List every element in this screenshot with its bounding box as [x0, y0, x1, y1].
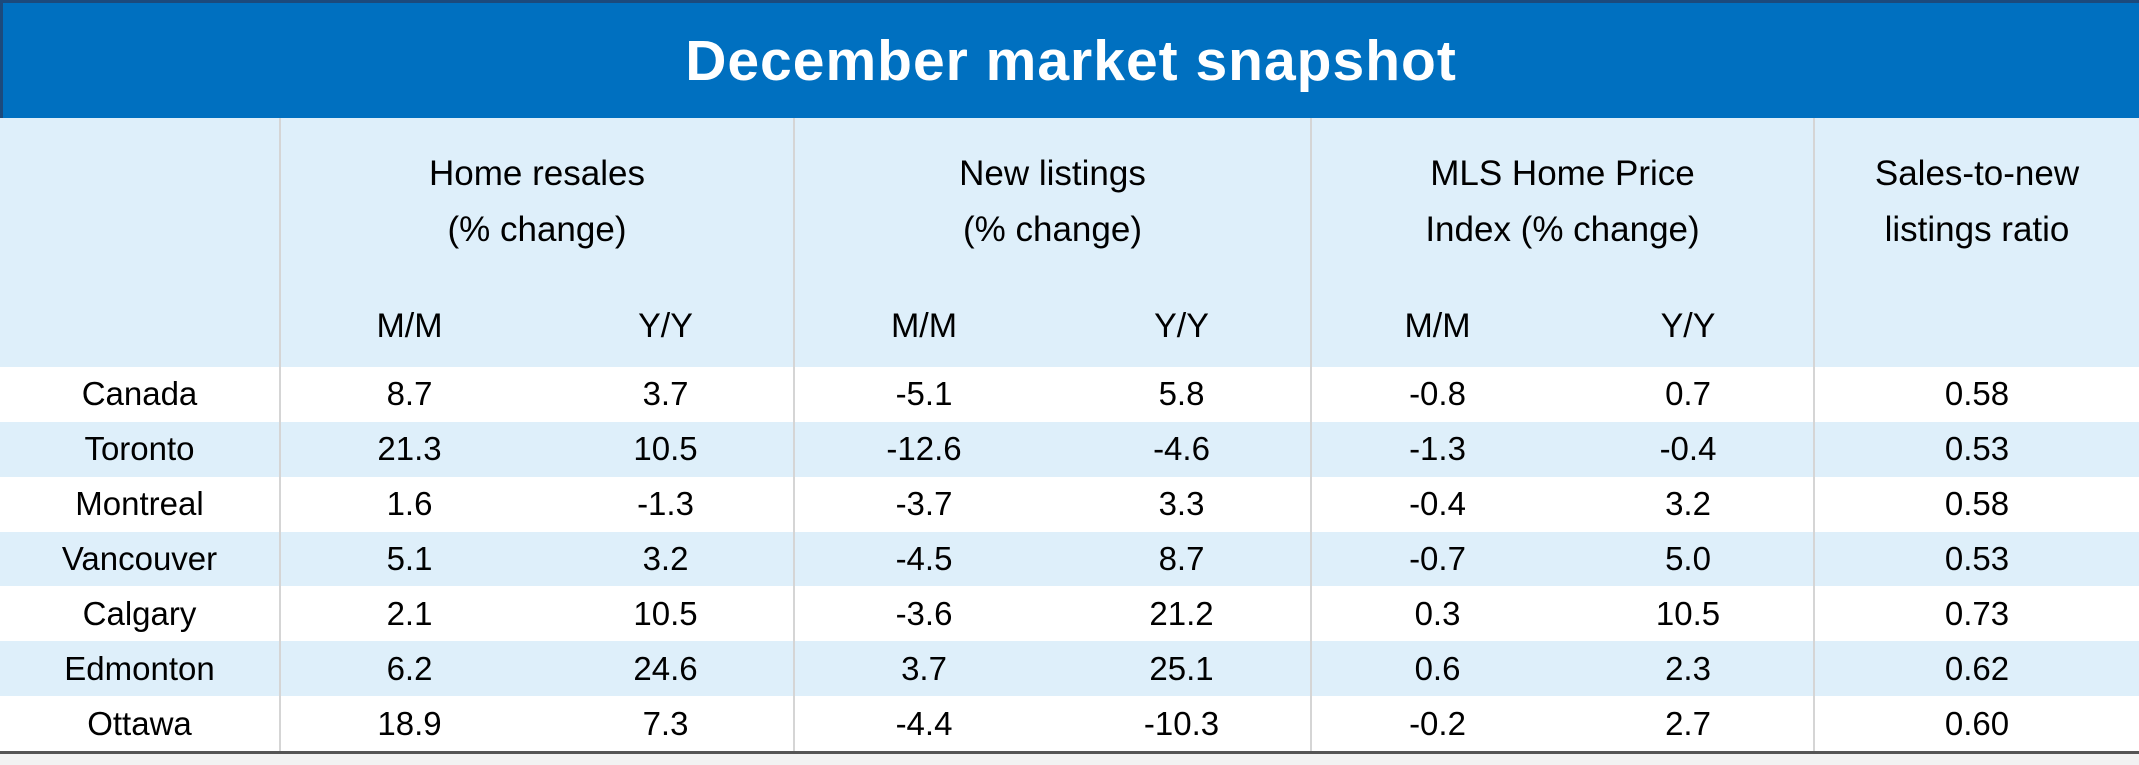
value-cell: -4.5	[895, 540, 953, 577]
value-cell: 24.6	[538, 641, 795, 697]
header-corner-cell	[0, 118, 281, 285]
table-row-vancouver: Vancouver 5.1 3.2 -4.5 8.7 -0.7 5.0 0.53	[0, 531, 2139, 587]
group-title-line: Sales-to-new	[1874, 153, 2080, 193]
value-cell: -0.7	[1409, 540, 1466, 577]
value-cell: 3.7	[538, 367, 795, 422]
row-label: Ottawa	[0, 696, 281, 752]
value-cell: 0.53	[1944, 430, 2010, 468]
page-title: December market snapshot	[685, 28, 1457, 93]
value-cell: 21.3	[377, 430, 442, 468]
column-group-new-listings: New listings (% change)	[795, 118, 1312, 285]
value-cell: 0.3	[1414, 594, 1461, 632]
value-cell: -0.4	[1563, 421, 1815, 477]
value-cell: 0.60	[1944, 704, 2010, 742]
table-body: Canada 8.7 3.7 -5.1 5.8 -0.8 0.7 0.58 To…	[0, 367, 2139, 754]
value-cell: 0.58	[1944, 485, 2010, 523]
table-row-edmonton: Edmonton 6.2 24.6 3.7 25.1 0.6 2.3 0.62	[0, 641, 2139, 697]
group-title-line: MLS Home Price	[1430, 153, 1695, 193]
value-cell: -12.6	[886, 430, 962, 468]
value-cell: 8.7	[1053, 531, 1312, 587]
column-group-home-resales: Home resales (% change)	[281, 118, 795, 285]
value-cell: 3.2	[1563, 476, 1815, 532]
value-cell: 10.5	[538, 421, 795, 477]
value-cell: -0.8	[1409, 375, 1466, 413]
group-title-line: (% change)	[447, 209, 627, 249]
value-cell: -4.6	[1053, 421, 1312, 477]
value-cell: 10.5	[538, 586, 795, 642]
header-empty-cell	[0, 285, 281, 367]
group-title-line: (% change)	[963, 209, 1142, 249]
subheader-new-listings-mm: M/M	[890, 306, 958, 345]
value-cell: 3.3	[1053, 476, 1312, 532]
value-cell: -4.4	[895, 704, 953, 742]
value-cell: 18.9	[377, 704, 442, 742]
value-cell: 0.58	[1944, 375, 2010, 413]
value-cell: 3.2	[538, 531, 795, 587]
table-row-canada: Canada 8.7 3.7 -5.1 5.8 -0.8 0.7 0.58	[0, 367, 2139, 422]
group-title-line: listings ratio	[1884, 209, 2070, 249]
value-cell: 8.7	[386, 375, 433, 413]
value-cell: 5.1	[386, 540, 433, 577]
value-cell: -0.2	[1409, 704, 1466, 742]
title-band: December market snapshot	[0, 3, 2139, 118]
value-cell: 0.7	[1563, 367, 1815, 422]
value-cell: -3.6	[895, 594, 953, 632]
row-label: Canada	[0, 367, 281, 422]
value-cell: 0.6	[1414, 649, 1461, 687]
table-row-montreal: Montreal 1.6 -1.3 -3.7 3.3 -0.4 3.2 0.58	[0, 476, 2139, 532]
row-label: Vancouver	[0, 531, 281, 587]
row-label: Edmonton	[0, 641, 281, 697]
value-cell: 2.7	[1563, 696, 1815, 752]
header-empty-cell	[1815, 285, 2139, 367]
value-cell: 0.73	[1944, 594, 2010, 632]
row-label: Toronto	[0, 421, 281, 477]
value-cell: 7.3	[538, 696, 795, 752]
table-row-toronto: Toronto 21.3 10.5 -12.6 -4.6 -1.3 -0.4 0…	[0, 421, 2139, 477]
value-cell: 25.1	[1053, 641, 1312, 697]
subheader-new-listings-yy: Y/Y	[1053, 285, 1312, 367]
row-label: Montreal	[0, 476, 281, 532]
group-title-line: New listings	[959, 153, 1146, 193]
table-row-calgary: Calgary 2.1 10.5 -3.6 21.2 0.3 10.5 0.73	[0, 586, 2139, 642]
column-group-sales-to-new-listings-ratio: Sales-to-new listings ratio	[1815, 118, 2139, 285]
group-title-line: Index (% change)	[1425, 209, 1700, 249]
value-cell: -1.3	[1409, 430, 1466, 468]
value-cell: 6.2	[386, 649, 433, 687]
value-cell: -3.7	[895, 485, 953, 523]
value-cell: 0.53	[1944, 540, 2010, 577]
value-cell: 5.0	[1563, 531, 1815, 587]
value-cell: 0.62	[1944, 649, 2010, 687]
value-cell: -10.3	[1053, 696, 1312, 752]
value-cell: -1.3	[538, 476, 795, 532]
subheader-mls-hpi-yy: Y/Y	[1563, 285, 1815, 367]
value-cell: 5.8	[1053, 367, 1312, 422]
header-subcolumn-row: M/M Y/Y M/M Y/Y M/M Y/Y	[0, 285, 2139, 367]
value-cell: 1.6	[386, 485, 433, 523]
table-header: Home resales (% change) New listings (% …	[0, 118, 2139, 367]
value-cell: 3.7	[901, 649, 947, 687]
row-label: Calgary	[0, 586, 281, 642]
subheader-home-resales-mm: M/M	[376, 306, 443, 345]
value-cell: -0.4	[1409, 485, 1466, 523]
value-cell: -5.1	[895, 375, 953, 413]
value-cell: 21.2	[1053, 586, 1312, 642]
value-cell: 10.5	[1563, 586, 1815, 642]
subheader-home-resales-yy: Y/Y	[538, 285, 795, 367]
value-cell: 2.1	[386, 594, 433, 632]
column-group-mls-hpi: MLS Home Price Index (% change)	[1312, 118, 1815, 285]
value-cell: 2.3	[1563, 641, 1815, 697]
group-title-line: Home resales	[429, 153, 645, 193]
header-group-row: Home resales (% change) New listings (% …	[0, 118, 2139, 285]
subheader-mls-hpi-mm: M/M	[1404, 306, 1471, 345]
table-row-ottawa: Ottawa 18.9 7.3 -4.4 -10.3 -0.2 2.7 0.60	[0, 696, 2139, 752]
